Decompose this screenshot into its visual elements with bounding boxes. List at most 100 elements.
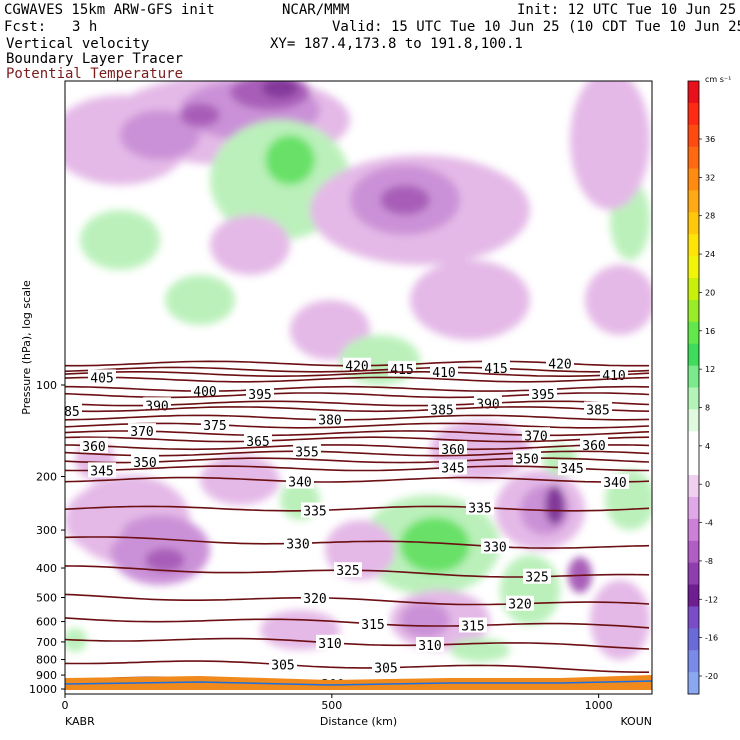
theta-label-bg xyxy=(580,437,608,453)
colorbar-swatch xyxy=(688,606,699,629)
theta-label-bg xyxy=(506,595,534,611)
theta-label-335: 335 xyxy=(303,504,326,519)
theta-contour-355: 355 xyxy=(65,443,650,460)
y-tick-label: 400 xyxy=(36,562,57,575)
velocity-cell xyxy=(585,265,652,335)
theta-line-365 xyxy=(65,436,650,443)
theta-label-bg xyxy=(482,360,510,376)
theta-label-bg xyxy=(293,443,321,459)
theta-label-305: 305 xyxy=(271,659,294,674)
theta-label-bg xyxy=(359,615,387,631)
theta-label-400: 400 xyxy=(193,385,216,400)
theta-label-bg xyxy=(244,433,272,449)
colorbar-swatch xyxy=(688,496,699,520)
colorbar-swatch xyxy=(688,256,699,279)
theta-label-bg xyxy=(523,568,551,584)
colorbar-swatch xyxy=(688,343,699,367)
theta-label-410: 410 xyxy=(602,369,625,384)
field-vertical-velocity: Vertical velocity xyxy=(6,36,150,52)
theta-contour-315: 315 315 xyxy=(65,615,650,635)
theta-label-305: 305 xyxy=(374,662,397,677)
theta-label-bg xyxy=(269,656,297,672)
velocity-cell xyxy=(545,485,565,525)
theta-line-305 xyxy=(65,660,649,673)
theta-label-bg xyxy=(88,369,116,385)
colorbar-label: 8 xyxy=(705,404,710,413)
theta-line-340 xyxy=(65,476,650,483)
theta-label-bg xyxy=(286,473,314,489)
valid-time: Valid: 15 UTC Tue 10 Jun 25 (10 CDT Tue … xyxy=(332,19,740,35)
theta-contour-320: 320 320 xyxy=(65,589,650,613)
theta-label-410: 410 xyxy=(432,366,455,381)
y-tick-label: 900 xyxy=(36,669,57,682)
y-tick-label: 700 xyxy=(36,636,57,649)
theta-contour-310: 310 310 xyxy=(65,634,650,654)
theta-label-360: 360 xyxy=(582,439,605,454)
colorbar-swatch xyxy=(688,124,699,148)
theta-contour-330: 330 330 xyxy=(65,535,650,556)
theta-label-415: 415 xyxy=(390,363,413,378)
theta-label-bg xyxy=(439,440,467,456)
theta-label-bg xyxy=(439,459,467,475)
theta-label-390: 390 xyxy=(145,399,168,414)
theta-label-bg xyxy=(459,617,487,633)
theta-label-bg xyxy=(481,538,509,554)
terrain-surface xyxy=(64,675,653,690)
velocity-cell xyxy=(400,517,470,573)
colorbar-label: 20 xyxy=(705,288,715,297)
theta-label-320: 320 xyxy=(303,592,326,607)
theta-line-360 xyxy=(65,444,650,451)
theta-label-385: 385 xyxy=(586,403,609,418)
theta-line-330 xyxy=(65,536,650,549)
colorbar-swatch xyxy=(688,431,699,454)
colorbar-swatch xyxy=(688,102,699,126)
theta-label-420: 420 xyxy=(345,360,368,375)
colorbar-swatch xyxy=(688,212,699,235)
theta-contour-335: 335 335 xyxy=(65,499,650,519)
theta-label-bg xyxy=(343,357,371,373)
theta-label-340: 340 xyxy=(603,476,626,491)
theta-label-bg xyxy=(558,460,586,476)
field-potential-temperature: Potential Temperature xyxy=(6,66,184,82)
y-axis-label: Pressure (hPa), log scale xyxy=(20,280,33,415)
init-time: Init: 12 UTC Tue 10 Jun 25 xyxy=(517,2,737,18)
theta-label-310: 310 xyxy=(418,639,441,654)
colorbar-label: -12 xyxy=(705,595,718,604)
theta-label-385: 385 xyxy=(56,405,79,420)
velocity-cell xyxy=(165,275,235,325)
theta-label-325: 325 xyxy=(525,571,548,586)
theta-label-370: 370 xyxy=(130,425,153,440)
theta-label-385: 385 xyxy=(430,403,453,418)
theta-label-350: 350 xyxy=(133,456,156,471)
theta-contour-405: 405 xyxy=(65,369,650,386)
y-tick-label: 200 xyxy=(36,471,57,484)
theta-line-350 xyxy=(65,457,650,464)
x-tick-label: 0 xyxy=(62,699,69,712)
theta-label-bg xyxy=(284,535,312,551)
colorbar-swatch xyxy=(688,365,699,388)
theta-label-bg xyxy=(529,386,557,402)
theta-label-bg xyxy=(466,499,494,515)
theta-line-315 xyxy=(65,617,650,629)
velocity-cell xyxy=(80,210,160,270)
theta-label-bg xyxy=(201,416,229,432)
colorbar-swatch xyxy=(688,650,699,673)
theta-label-bg xyxy=(546,355,574,371)
velocity-cell xyxy=(380,185,430,215)
theta-label-380: 380 xyxy=(318,414,341,429)
org-label: NCAR/MMM xyxy=(282,2,350,18)
theta-label-315: 315 xyxy=(461,620,484,635)
colorbar-label: 0 xyxy=(705,480,710,489)
velocity-cell xyxy=(400,602,450,638)
y-tick-label: 600 xyxy=(36,616,57,629)
theta-label-320: 320 xyxy=(508,598,531,613)
colorbar-label: 32 xyxy=(705,173,715,182)
right-endpoint-label: KOUN xyxy=(620,715,652,728)
theta-contour-325: 325 325 xyxy=(65,562,650,586)
theta-contour-350: 350 350 xyxy=(65,450,650,471)
velocity-cell xyxy=(262,81,298,98)
theta-label-340: 340 xyxy=(288,476,311,491)
theta-line-375 xyxy=(65,422,650,429)
colorbar-swatch xyxy=(688,453,699,476)
